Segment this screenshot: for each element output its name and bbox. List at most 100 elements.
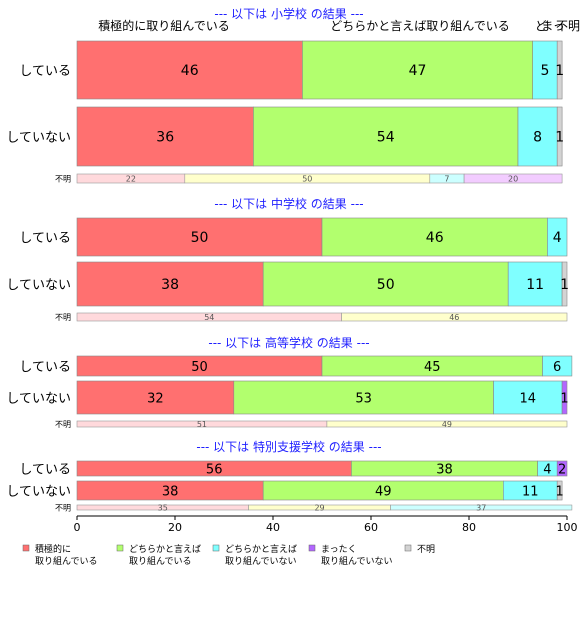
legend-swatch (308, 544, 316, 552)
bar-segment (262, 261, 509, 307)
row-label: 不明 (55, 175, 71, 184)
bar-segment (556, 40, 563, 100)
bar-segment (390, 504, 573, 511)
bar-segment (556, 106, 563, 167)
x-tick-label: 80 (462, 521, 476, 534)
data-label: 45 (424, 360, 441, 375)
data-label: 38 (161, 277, 179, 293)
data-label: 36 (156, 130, 174, 146)
bar-segment (253, 106, 519, 167)
legend-label: どちらかと言えば (225, 543, 297, 555)
row-label: していない (6, 278, 71, 293)
legend-swatch (22, 544, 30, 552)
data-label: 38 (436, 463, 453, 478)
legend-label: 取り組んでいる (129, 555, 192, 567)
data-label: 6 (553, 360, 561, 375)
data-label: 8 (533, 130, 542, 146)
row-label: している (19, 463, 71, 478)
data-label: 1 (560, 277, 569, 293)
data-label: 49 (375, 485, 392, 500)
data-label: 7 (444, 175, 449, 184)
row-label: 不明 (55, 313, 71, 322)
x-tick-label: 100 (557, 521, 578, 534)
bar-segment (561, 380, 568, 415)
segment-header-label: 積極的に取り組んでいる (98, 18, 229, 33)
data-label: 1 (555, 63, 564, 79)
data-label: 1 (556, 485, 564, 500)
data-label: 50 (191, 230, 209, 246)
bar-segment (517, 106, 558, 167)
legend-swatch (212, 544, 220, 552)
bar-segment (302, 40, 533, 100)
data-label: 32 (147, 392, 164, 407)
bar-segment (326, 420, 568, 428)
data-label: 5 (540, 63, 549, 79)
bar-segment (76, 217, 323, 257)
bar-segment (547, 217, 568, 257)
x-tick-label: 60 (364, 521, 378, 534)
data-label: 29 (314, 504, 324, 513)
data-label: 11 (526, 277, 544, 293)
panel-title: --- 以下は 中学校 の結果 --- (214, 196, 363, 211)
data-label: 50 (377, 277, 395, 293)
bar-segment (542, 355, 573, 377)
data-label: 56 (206, 463, 223, 478)
data-label: 2 (558, 463, 566, 478)
row-label: している (19, 64, 71, 79)
row-label: していない (6, 485, 71, 500)
data-label: 1 (555, 130, 564, 146)
row-label: 不明 (55, 504, 71, 513)
data-label: 14 (520, 392, 537, 407)
bar-segment (76, 40, 303, 100)
row-label: していない (6, 392, 71, 407)
segment-header-label: どちらかと言えば取り組んでいる (330, 19, 509, 33)
legend-label: 取り組んでいない (225, 555, 297, 567)
data-label: 51 (197, 420, 207, 429)
row-label: している (19, 231, 71, 246)
panel-title: --- 以下は 特別支援学校 の結果 --- (196, 439, 381, 454)
legend-label: 取り組んでいない (321, 555, 393, 567)
legend-label: 不明 (417, 544, 435, 555)
data-label: 46 (426, 230, 444, 246)
data-label: 38 (162, 485, 179, 500)
data-label: 46 (449, 313, 459, 322)
data-label: 1 (560, 392, 568, 407)
data-label: 46 (181, 63, 199, 79)
data-label: 37 (476, 504, 486, 513)
row-label: していない (6, 131, 71, 146)
bar-segment (507, 261, 563, 307)
data-label: 4 (543, 463, 551, 478)
legend-label: まったく (321, 544, 357, 555)
data-label: 20 (508, 175, 518, 184)
data-label: 54 (204, 313, 214, 322)
data-label: 22 (126, 175, 136, 184)
data-label: 53 (355, 392, 372, 407)
row-label: している (19, 360, 71, 375)
x-tick-label: 40 (266, 521, 280, 534)
panel-title: --- 以下は 高等学校 の結果 --- (208, 335, 369, 350)
bar-segment (76, 380, 235, 415)
legend-label: 積極的に (35, 543, 71, 555)
data-label: 54 (377, 130, 395, 146)
data-label: 49 (442, 420, 452, 429)
segment-header-label: まっ (541, 19, 565, 33)
legend-swatch (116, 544, 124, 552)
legend-swatch (404, 544, 412, 552)
bar-segment (532, 40, 558, 100)
bar-segment (76, 106, 254, 167)
x-tick-label: 0 (74, 521, 81, 534)
segment-header-label: ど (535, 19, 547, 33)
data-label: 4 (553, 230, 562, 246)
data-label: 47 (409, 63, 427, 79)
data-label: 35 (158, 504, 168, 513)
x-tick-label: 20 (168, 521, 182, 534)
legend-label: 取り組んでいる (35, 555, 98, 567)
data-label: 11 (522, 485, 539, 500)
data-label: 50 (302, 175, 312, 184)
row-label: 不明 (55, 420, 71, 429)
bar-segment (556, 480, 563, 501)
data-label: 50 (191, 360, 208, 375)
bar-segment (463, 173, 563, 184)
panel-title: --- 以下は 小学校 の結果 --- (214, 6, 363, 21)
